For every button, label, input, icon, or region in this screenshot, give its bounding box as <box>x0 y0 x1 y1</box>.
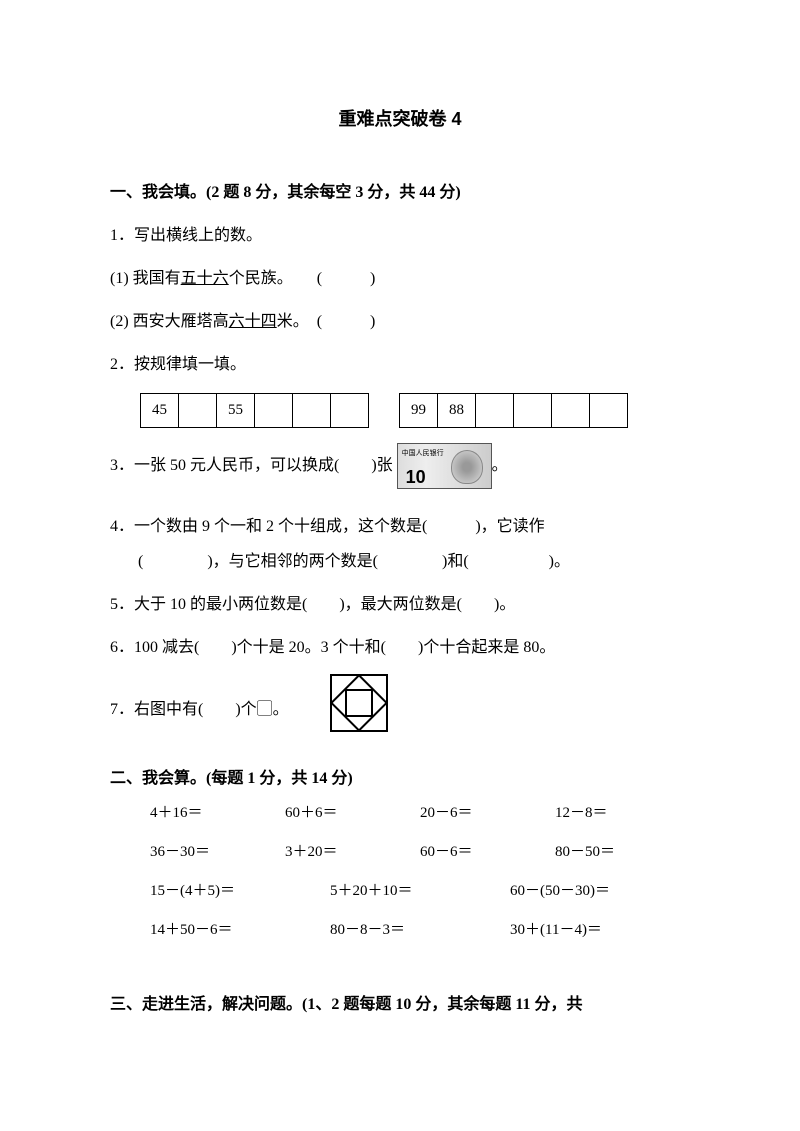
q2-seq2: 99 88 <box>399 393 628 428</box>
q3-text-after: 。 <box>492 448 508 483</box>
calc-row: 4＋16＝ 60＋6＝ 20－6＝ 12－8＝ <box>150 797 690 830</box>
calc-row: 36－30＝ 3＋20＝ 60－6＝ 80－50＝ <box>150 836 690 869</box>
seq1-cell: 45 <box>141 393 179 427</box>
calc-cell: 60－6＝ <box>420 836 555 869</box>
calc-cell: 60＋6＝ <box>285 797 420 830</box>
q7-text: 7．右图中有( )个▢。 <box>110 692 289 727</box>
q2-sequences: 45 55 99 88 <box>110 393 690 428</box>
page-title: 重难点突破卷 4 <box>110 100 690 140</box>
q1-stem: 1．写出横线上的数。 <box>110 218 690 253</box>
q4-line2: ( )，与它相邻的两个数是( )和( )。 <box>110 544 690 579</box>
seq2-cell <box>514 393 552 427</box>
banknote-value: 10 <box>406 458 426 498</box>
calc-cell: 80－8－3＝ <box>330 914 510 947</box>
q1-sub1-post: 个民族。 ( ) <box>229 270 376 287</box>
seq2-cell <box>590 393 628 427</box>
calc-cell: 4＋16＝ <box>150 797 285 830</box>
q1-sub2-underline: 六十四 <box>229 313 277 330</box>
calc-cell: 20－6＝ <box>420 797 555 830</box>
calc-cell: 30＋(11－4)＝ <box>510 914 690 947</box>
calc-cell: 14＋50－6＝ <box>150 914 330 947</box>
q5: 5．大于 10 的最小两位数是( )，最大两位数是( )。 <box>110 587 690 622</box>
seq2-cell: 99 <box>400 393 438 427</box>
q1-sub1-pre: (1) 我国有 <box>110 270 181 287</box>
calc-cell: 3＋20＝ <box>285 836 420 869</box>
calc-cell: 80－50＝ <box>555 836 690 869</box>
section3-header: 三、走进生活，解决问题。(1、2 题每题 10 分，其余每题 11 分，共 <box>110 987 690 1022</box>
banknote-portrait-icon <box>451 450 483 484</box>
square-diagram-icon <box>329 673 389 746</box>
seq1-cell: 55 <box>217 393 255 427</box>
calc-cell: 12－8＝ <box>555 797 690 830</box>
seq2-cell <box>552 393 590 427</box>
q7: 7．右图中有( )个▢。 <box>110 673 690 746</box>
calc-row: 14＋50－6＝ 80－8－3＝ 30＋(11－4)＝ <box>150 914 690 947</box>
q1-sub2: (2) 西安大雁塔高六十四米。 ( ) <box>110 304 690 339</box>
calc-cell: 60－(50－30)＝ <box>510 875 690 908</box>
q4-line1: 4．一个数由 9 个一和 2 个十组成，这个数是( )，它读作 <box>110 509 690 544</box>
q1-sub1-underline: 五十六 <box>181 270 229 287</box>
calc-grid: 4＋16＝ 60＋6＝ 20－6＝ 12－8＝ 36－30＝ 3＋20＝ 60－… <box>110 797 690 947</box>
seq1-cell <box>179 393 217 427</box>
q6: 6．100 减去( )个十是 20。3 个十和( )个十合起来是 80。 <box>110 630 690 665</box>
q2-seq1: 45 55 <box>140 393 369 428</box>
calc-row: 15－(4＋5)＝ 5＋20＋10＝ 60－(50－30)＝ <box>150 875 690 908</box>
seq1-cell <box>255 393 293 427</box>
seq2-cell <box>476 393 514 427</box>
calc-cell: 36－30＝ <box>150 836 285 869</box>
calc-cell: 15－(4＋5)＝ <box>150 875 330 908</box>
q2-stem: 2．按规律填一填。 <box>110 347 690 382</box>
section1-header: 一、我会填。(2 题 8 分，其余每空 3 分，共 44 分) <box>110 175 690 210</box>
q1-sub1: (1) 我国有五十六个民族。 ( ) <box>110 261 690 296</box>
q3-text-before: 3．一张 50 元人民币，可以换成( )张 <box>110 448 393 483</box>
q3: 3．一张 50 元人民币，可以换成( )张 中国人民银行 10 。 <box>110 443 690 489</box>
calc-cell: 5＋20＋10＝ <box>330 875 510 908</box>
section2-header: 二、我会算。(每题 1 分，共 14 分) <box>110 761 690 796</box>
q1-sub2-pre: (2) 西安大雁塔高 <box>110 313 229 330</box>
seq1-cell <box>293 393 331 427</box>
banknote-icon: 中国人民银行 10 <box>397 443 492 489</box>
q1-sub2-post: 米。 ( ) <box>277 313 376 330</box>
seq1-cell <box>331 393 369 427</box>
seq2-cell: 88 <box>438 393 476 427</box>
